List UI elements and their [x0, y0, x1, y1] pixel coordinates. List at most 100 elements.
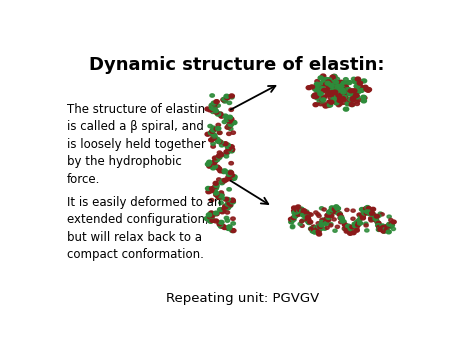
Circle shape — [213, 181, 219, 185]
Circle shape — [361, 79, 367, 83]
Circle shape — [210, 106, 215, 110]
Circle shape — [219, 153, 224, 157]
Circle shape — [335, 225, 339, 228]
Circle shape — [211, 134, 217, 138]
Circle shape — [348, 91, 353, 95]
Circle shape — [225, 143, 230, 147]
Circle shape — [216, 104, 220, 107]
Circle shape — [322, 79, 327, 83]
Circle shape — [317, 232, 322, 236]
Circle shape — [306, 220, 311, 224]
Circle shape — [319, 207, 324, 210]
Circle shape — [356, 78, 361, 82]
Circle shape — [210, 187, 215, 191]
Circle shape — [321, 88, 327, 92]
Circle shape — [229, 94, 234, 98]
Circle shape — [337, 87, 343, 91]
Circle shape — [216, 195, 221, 199]
Circle shape — [355, 220, 360, 224]
Circle shape — [360, 216, 365, 220]
Circle shape — [328, 224, 333, 227]
Circle shape — [322, 218, 326, 221]
Circle shape — [292, 206, 297, 210]
Circle shape — [229, 148, 235, 152]
Circle shape — [364, 208, 369, 212]
Circle shape — [213, 109, 219, 113]
Circle shape — [325, 226, 329, 229]
Circle shape — [320, 98, 325, 102]
Circle shape — [387, 222, 392, 226]
Circle shape — [219, 194, 224, 198]
Circle shape — [323, 89, 328, 93]
Circle shape — [223, 114, 228, 118]
Circle shape — [317, 100, 322, 104]
Text: It is easily deformed to an
extended configuration,
but will relax back to a
com: It is easily deformed to an extended con… — [66, 196, 221, 261]
Circle shape — [339, 216, 344, 220]
Circle shape — [327, 84, 331, 88]
Circle shape — [219, 201, 223, 204]
Circle shape — [341, 89, 346, 93]
Circle shape — [364, 87, 369, 91]
Circle shape — [300, 224, 304, 228]
Circle shape — [214, 187, 219, 190]
Circle shape — [218, 131, 222, 135]
Circle shape — [218, 112, 223, 116]
Circle shape — [329, 91, 335, 94]
Circle shape — [364, 222, 368, 225]
Circle shape — [216, 155, 220, 159]
Circle shape — [327, 210, 332, 214]
Circle shape — [335, 94, 340, 98]
Circle shape — [333, 207, 338, 211]
Circle shape — [216, 167, 222, 171]
Circle shape — [215, 165, 220, 169]
Circle shape — [218, 208, 223, 212]
Circle shape — [376, 228, 382, 231]
Circle shape — [391, 220, 396, 224]
Circle shape — [320, 82, 325, 86]
Circle shape — [340, 219, 345, 223]
Circle shape — [298, 223, 302, 225]
Circle shape — [377, 225, 382, 229]
Circle shape — [229, 145, 234, 149]
Circle shape — [208, 108, 213, 112]
Circle shape — [339, 86, 345, 89]
Circle shape — [342, 223, 347, 226]
Circle shape — [331, 90, 336, 93]
Circle shape — [212, 136, 218, 140]
Circle shape — [222, 120, 227, 124]
Circle shape — [352, 89, 357, 93]
Circle shape — [353, 93, 359, 97]
Circle shape — [310, 229, 315, 233]
Circle shape — [361, 214, 365, 218]
Circle shape — [317, 97, 322, 100]
Circle shape — [214, 185, 219, 189]
Circle shape — [228, 171, 234, 175]
Circle shape — [342, 95, 347, 99]
Circle shape — [227, 124, 232, 127]
Circle shape — [337, 86, 342, 89]
Circle shape — [298, 210, 302, 213]
Circle shape — [301, 210, 306, 214]
Circle shape — [318, 76, 323, 80]
Circle shape — [327, 100, 332, 104]
Circle shape — [349, 103, 355, 106]
Circle shape — [296, 213, 301, 216]
Circle shape — [344, 228, 349, 231]
Circle shape — [391, 228, 395, 230]
Circle shape — [292, 211, 297, 214]
Circle shape — [387, 224, 392, 227]
Circle shape — [206, 213, 212, 217]
Circle shape — [317, 87, 322, 91]
Circle shape — [343, 85, 348, 89]
Circle shape — [343, 107, 349, 111]
Circle shape — [330, 91, 336, 95]
Circle shape — [325, 213, 330, 217]
Text: The structure of elastin
is called a β spiral, and
is loosely held together
by t: The structure of elastin is called a β s… — [66, 103, 205, 186]
Circle shape — [332, 90, 337, 94]
Circle shape — [210, 214, 215, 217]
Circle shape — [330, 209, 336, 213]
Circle shape — [354, 93, 359, 97]
Circle shape — [338, 215, 344, 219]
Circle shape — [205, 132, 210, 136]
Circle shape — [357, 81, 363, 85]
